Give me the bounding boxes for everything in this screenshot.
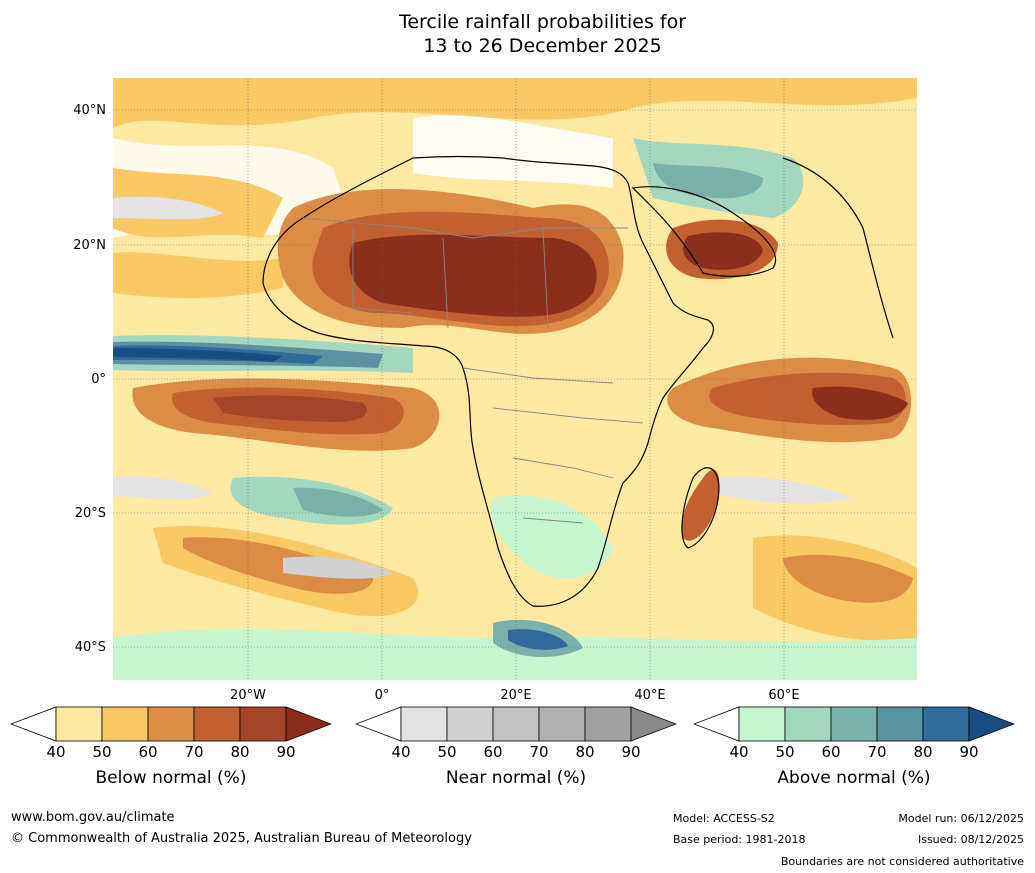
lon-label-60e: 60°E — [768, 688, 800, 703]
tick-near-90: 90 — [621, 743, 641, 761]
map-title: Tercile rainfall probabilities for 13 to… — [0, 10, 1035, 58]
tick-near-80: 80 — [575, 743, 595, 761]
tick-near-50: 50 — [437, 743, 457, 761]
graticule — [113, 78, 917, 680]
colorbar-above-label: Above normal (%) — [777, 768, 931, 788]
tick-above-90: 90 — [959, 743, 979, 761]
colorbar-swatch-0-3 — [147, 706, 195, 742]
tick-below-40: 40 — [46, 743, 66, 761]
lon-label-0: 0° — [374, 688, 390, 703]
footer-disclaimer: Boundaries are not considered authoritat… — [780, 855, 1024, 868]
tick-near-40: 40 — [391, 743, 411, 761]
lat-label-20n: 20°N — [73, 238, 106, 253]
tick-above-80: 80 — [913, 743, 933, 761]
footer-model: Model: ACCESS-S2 — [673, 812, 775, 825]
colorbar-near-swatches — [355, 706, 677, 742]
colorbar-above-normal — [693, 706, 1015, 742]
tick-below-50: 50 — [92, 743, 112, 761]
tick-below-70: 70 — [184, 743, 204, 761]
tick-near-60: 60 — [483, 743, 503, 761]
lon-label-20w: 20°W — [230, 688, 266, 703]
tick-below-90: 90 — [276, 743, 296, 761]
colorbar-swatch-0-4 — [193, 706, 241, 742]
colorbar-below-label: Below normal (%) — [95, 768, 247, 788]
title-line-2: 13 to 26 December 2025 — [423, 35, 662, 57]
colorbar-below-normal — [10, 706, 332, 742]
footer-issued: Issued: 08/12/2025 — [917, 833, 1024, 846]
tick-above-50: 50 — [775, 743, 795, 761]
colorbar-swatch-2-1 — [738, 706, 786, 742]
colorbar-swatch-0-6 — [285, 706, 332, 742]
footer-copyright: © Commonwealth of Australia 2025, Austra… — [11, 831, 472, 846]
colorbar-swatch-1-1 — [400, 706, 448, 742]
colorbar-near-label: Near normal (%) — [445, 768, 587, 788]
colorbar-swatch-1-2 — [446, 706, 494, 742]
lat-label-0: 0° — [91, 372, 106, 387]
tick-above-40: 40 — [729, 743, 749, 761]
lon-label-20e: 20°E — [500, 688, 532, 703]
colorbar-swatch-0-0 — [10, 706, 57, 742]
colorbar-below-swatches — [10, 706, 332, 742]
colorbar-swatch-1-6 — [630, 706, 677, 742]
colorbar-swatch-2-6 — [968, 706, 1015, 742]
colorbar-swatch-1-0 — [355, 706, 402, 742]
lat-label-20s: 20°S — [74, 506, 106, 521]
tick-below-60: 60 — [138, 743, 158, 761]
colorbar-swatch-1-3 — [492, 706, 540, 742]
colorbar-swatch-2-3 — [830, 706, 878, 742]
tick-above-60: 60 — [821, 743, 841, 761]
colorbar-swatch-0-5 — [239, 706, 287, 742]
rainfall-probability-map — [113, 78, 917, 680]
probability-field — [113, 78, 917, 680]
tick-below-80: 80 — [230, 743, 250, 761]
colorbar-swatch-2-2 — [784, 706, 832, 742]
country-borders — [302, 217, 644, 524]
lat-label-40n: 40°N — [73, 103, 106, 118]
colorbar-swatch-0-1 — [55, 706, 103, 742]
tick-near-70: 70 — [529, 743, 549, 761]
colorbar-swatch-2-4 — [876, 706, 924, 742]
tick-above-70: 70 — [867, 743, 887, 761]
colorbar-swatch-1-4 — [538, 706, 586, 742]
colorbar-swatch-2-5 — [922, 706, 970, 742]
title-line-1: Tercile rainfall probabilities for — [398, 11, 687, 33]
colorbar-swatch-2-0 — [693, 706, 740, 742]
footer-website-link[interactable]: www.bom.gov.au/climate — [11, 810, 175, 825]
footer-base-period: Base period: 1981-2018 — [673, 833, 806, 846]
colorbar-near-normal — [355, 706, 677, 742]
lon-label-40e: 40°E — [634, 688, 666, 703]
lat-label-40s: 40°S — [74, 640, 106, 655]
footer-model-run: Model run: 06/12/2025 — [898, 812, 1024, 825]
colorbar-above-swatches — [693, 706, 1015, 742]
colorbar-swatch-0-2 — [101, 706, 149, 742]
coastlines — [262, 155, 894, 607]
colorbar-swatch-1-5 — [584, 706, 632, 742]
